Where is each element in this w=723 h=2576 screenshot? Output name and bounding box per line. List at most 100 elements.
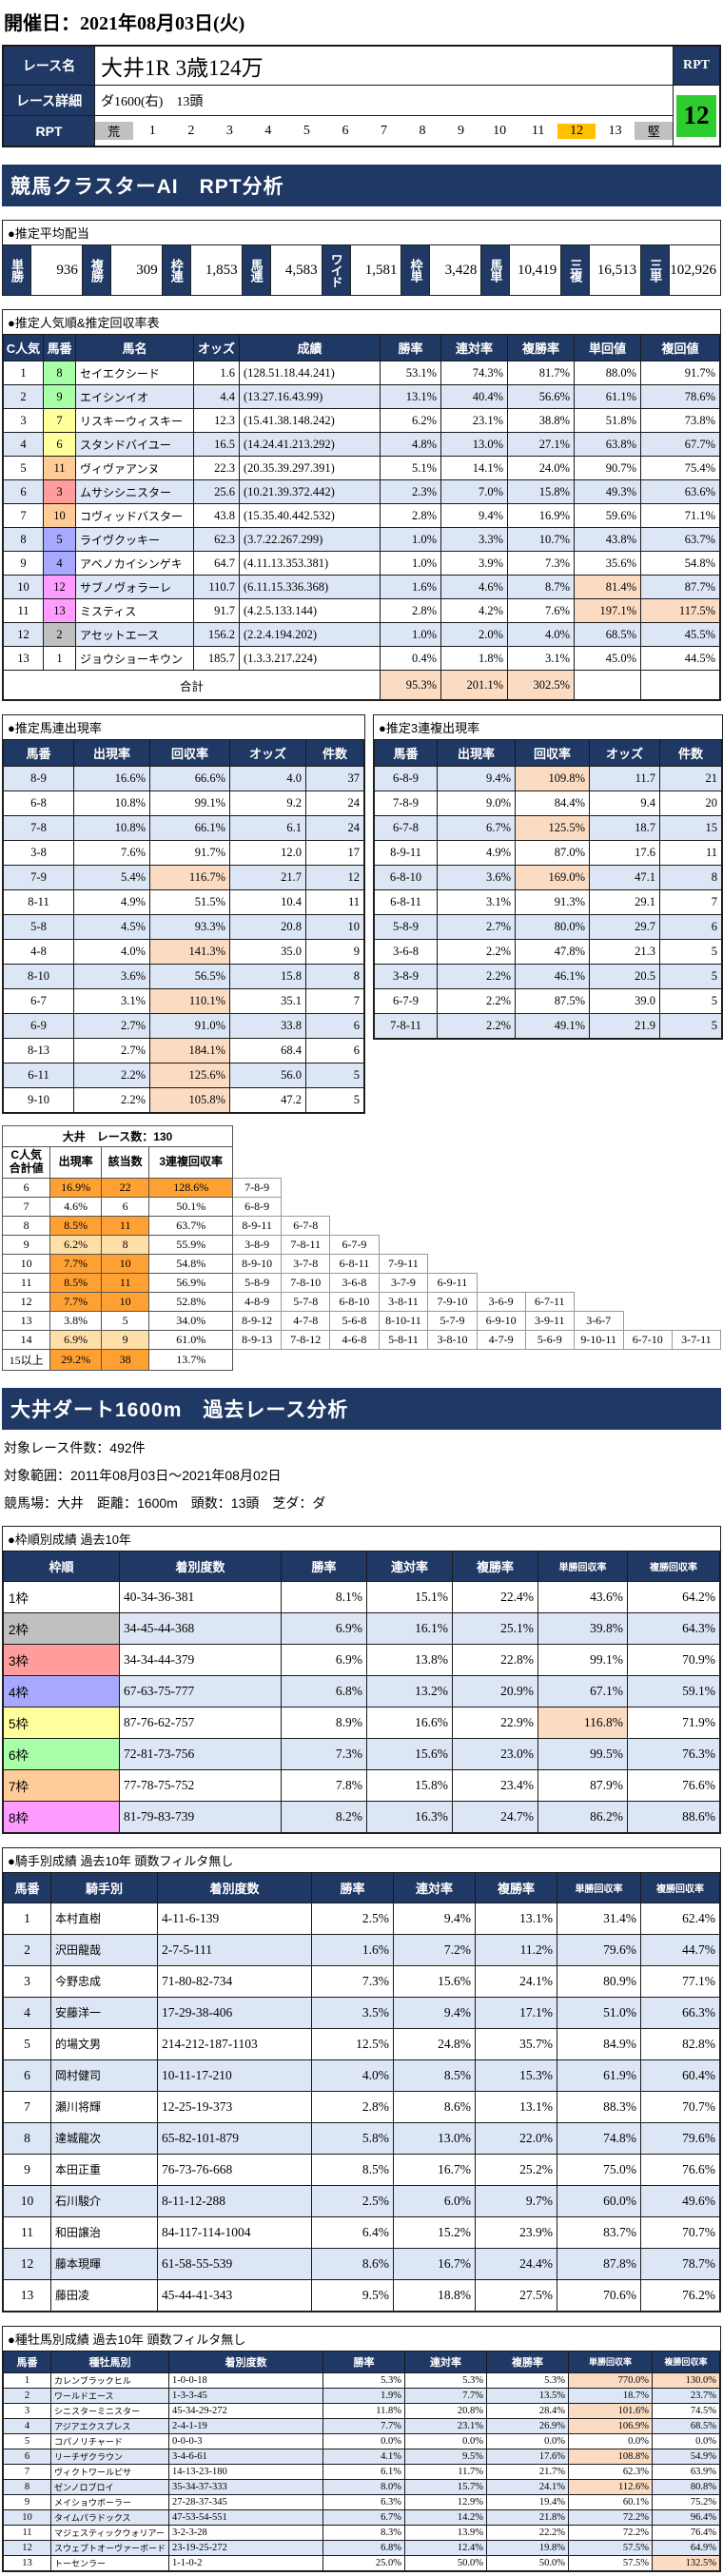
umaren-row: 8-11 4.9% 51.5% 10.4 11 xyxy=(3,889,364,915)
rentai-rate-cell: 40.4% xyxy=(440,384,508,409)
horse-number-cell: 4 xyxy=(3,1996,51,2029)
fuku-return-cell: 63.9% xyxy=(652,2463,720,2480)
appearance-rate-cell: 2.2% xyxy=(437,939,516,965)
fuku-return-cell: 64.2% xyxy=(627,1580,720,1613)
column-header: オッズ xyxy=(193,334,240,361)
sire-row: 8 ゼンノロブロイ 35-34-37-333 8.0% 15.7% 24.1% … xyxy=(3,2478,720,2495)
sire-section: ●種牡馬別成績 過去10年 頭数フィルタ無し 馬番 種牡馬別 着別度数 勝率 連対率 複勝… xyxy=(2,2325,721,2572)
combo-cell: 3-6-7 xyxy=(573,1310,624,1331)
win-rate-cell: 1.9% xyxy=(322,2387,406,2404)
page-title: 開催日：2021年08月03日(火) xyxy=(4,13,245,34)
pair-cell: 4-8 xyxy=(3,939,74,965)
payout-bet-type: 馬連 xyxy=(242,245,271,295)
count-cell: 8 xyxy=(305,964,364,989)
column-header: 馬番 xyxy=(3,739,74,767)
sire-row: 13 トーセンラー 1-1-0-2 25.0% 50.0% 50.0% 57.5… xyxy=(3,2554,720,2571)
column-header: 成績 xyxy=(239,334,381,361)
count-cell: 9 xyxy=(100,1329,150,1350)
sanpuku-return-cell: 52.8% xyxy=(148,1291,234,1312)
column-header: 複勝回収率 xyxy=(652,2350,720,2373)
sanpuku-return-cell: 63.7% xyxy=(148,1215,234,1236)
tan-return-cell: 39.8% xyxy=(537,1611,628,1645)
column-header: 種牡馬別 xyxy=(49,2350,170,2373)
count-cell: 11 xyxy=(100,1215,150,1236)
waku-section: ●枠順別成績 過去10年 枠順 着別度数 勝率 連対率 複勝率 単勝回収率 複勝回収率 1枠… xyxy=(2,1525,721,1834)
record-cell: (4.11.13.353.381) xyxy=(239,551,381,576)
rpt-scale-cell: 1 xyxy=(133,123,172,139)
fukusho-rate-cell: 35.7% xyxy=(475,2027,557,2060)
rpt-score-badge: 12 xyxy=(676,94,716,137)
return-rate-cell: 46.1% xyxy=(515,964,590,989)
tan-return-cell: 68.5% xyxy=(574,622,641,647)
appearance-rate-cell: 2.2% xyxy=(437,988,516,1014)
umaren-row: 9-10 2.2% 105.8% 47.2 5 xyxy=(3,1087,364,1113)
race-name-value: 大井1R 3歳124万 xyxy=(95,47,673,85)
rentai-rate-cell: 3.9% xyxy=(440,551,508,576)
combo-cell: 3-7-8 xyxy=(281,1253,331,1274)
count-cell: 20 xyxy=(659,790,722,816)
column-header: 着別度数 xyxy=(157,1871,312,1903)
waku-row: 5枠 87-76-62-757 8.9% 16.6% 22.9% 116.8% … xyxy=(3,1706,720,1739)
win-rate-cell: 6.7% xyxy=(322,2508,406,2526)
sire-row: 4 アジアエクスプレス 2-4-1-19 7.7% 23.1% 26.9% 10… xyxy=(3,2417,720,2434)
rentai-rate-cell: 11.7% xyxy=(404,2463,488,2480)
horse-number-cell: 11 xyxy=(3,2524,51,2541)
record-cell: 3-2-3-28 xyxy=(168,2524,324,2541)
jockey-name-cell: 藤本現暉 xyxy=(50,2247,158,2280)
win-rate-cell: 6.9% xyxy=(281,1643,367,1676)
rentai-rate-cell: 9.5% xyxy=(404,2448,488,2465)
payout-bet-type: 三複 xyxy=(561,245,591,295)
horse-number-cell: 6 xyxy=(43,432,76,457)
odds-cell: 11.7 xyxy=(589,766,660,791)
appearance-rate-cell: 9.4% xyxy=(437,766,516,791)
rpt-scale-cell: 5 xyxy=(287,123,326,139)
fukusho-rate-cell: 22.9% xyxy=(452,1706,538,1739)
appearance-rate-cell: 16.9% xyxy=(49,1177,102,1198)
count-cell: 12 xyxy=(305,865,364,890)
appearance-rate-cell: 7.7% xyxy=(49,1291,102,1312)
combo-cell: 7-9-10 xyxy=(427,1291,478,1312)
sire-row: 11 マジェスティックウォリアー 3-2-3-28 8.3% 13.9% 22.… xyxy=(3,2524,720,2541)
column-header: 3連複回収率 xyxy=(148,1146,234,1179)
record-cell: 45-44-41-343 xyxy=(157,2278,312,2312)
fuku-return-cell: 73.8% xyxy=(640,408,720,433)
payout-bet-type: 枠単 xyxy=(401,245,431,295)
combo-cell: 3-7-11 xyxy=(671,1329,722,1350)
fuku-return-cell: 64.9% xyxy=(652,2539,720,2556)
sire-table: 馬番 種牡馬別 着別度数 勝率 連対率 複勝率 単勝回収率 複勝回収率 1 カレンブラックヒル… xyxy=(3,2350,720,2571)
sire-header-row: 馬番 種牡馬別 着別度数 勝率 連対率 複勝率 単勝回収率 複勝回収率 xyxy=(3,2350,720,2373)
rentai-rate-cell: 14.1% xyxy=(440,456,508,480)
fukusho-rate-cell: 26.9% xyxy=(486,2417,570,2434)
fuku-return-cell: 87.7% xyxy=(640,575,720,599)
return-rate-cell: 87.0% xyxy=(515,840,590,866)
combo-cell: 6-8-11 xyxy=(329,1253,380,1274)
waku-number-cell: 1枠 xyxy=(3,1580,120,1613)
c-sum-cell: 7 xyxy=(1,1196,51,1217)
sire-name-cell: コパノリチャード xyxy=(49,2432,170,2449)
jockey-name-cell: 藤田凌 xyxy=(50,2278,158,2312)
column-header: 件数 xyxy=(305,739,364,767)
fukusho-rate-cell: 50.0% xyxy=(486,2554,570,2571)
cninki-row: 14 6.9% 9 61.0% 8-9-13 7-8-12 4-6-8 5-8-… xyxy=(1,1329,722,1350)
umaren-row: 6-8 10.8% 99.1% 9.2 24 xyxy=(3,790,364,816)
combo-cell: 5-8-11 xyxy=(378,1329,429,1350)
count-cell: 11 xyxy=(305,889,364,915)
odds-cell: 47.1 xyxy=(589,865,660,890)
fukusho-rate-cell: 9.7% xyxy=(475,2184,557,2217)
umaren-row: 4-8 4.0% 141.3% 35.0 9 xyxy=(3,939,364,965)
count-cell: 6 xyxy=(305,1038,364,1064)
c-rank-cell: 9 xyxy=(3,551,44,576)
tan-return-cell: 74.8% xyxy=(557,2121,641,2155)
record-cell: 34-34-44-379 xyxy=(119,1643,282,1676)
umaren-row: 8-10 3.6% 56.5% 15.8 8 xyxy=(3,964,364,989)
horse-name-cell: エイシンイオ xyxy=(75,384,194,409)
payout-bet-type: 複勝 xyxy=(82,245,111,295)
cninki-row: 6 16.9% 22 128.6% 7-8-9 xyxy=(1,1177,721,1198)
combo-cell: 6-9-10 xyxy=(476,1310,526,1331)
rentai-rate-cell: 15.1% xyxy=(366,1580,453,1613)
record-cell: 87-76-62-757 xyxy=(119,1706,282,1739)
waku-row: 7枠 77-78-75-752 7.8% 15.8% 23.4% 87.9% 7… xyxy=(3,1768,720,1802)
rentai-rate-cell: 7.7% xyxy=(404,2387,488,2404)
count-cell: 15 xyxy=(659,815,722,841)
odds-cell: 21.7 xyxy=(229,865,306,890)
